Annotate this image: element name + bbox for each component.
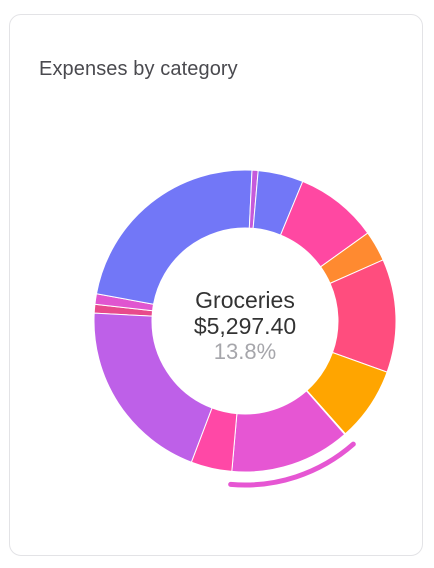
donut-slice-2[interactable]: [95, 169, 253, 305]
center-category-label: Groceries: [195, 287, 295, 313]
selected-slice-indicator: [228, 441, 356, 488]
center-value-label: $5,297.40: [194, 313, 296, 339]
center-percent-label: 13.8%: [214, 339, 276, 364]
donut-slice-12[interactable]: [93, 312, 213, 463]
card-title: Expenses by category: [39, 58, 238, 80]
donut-slices: [93, 169, 397, 473]
